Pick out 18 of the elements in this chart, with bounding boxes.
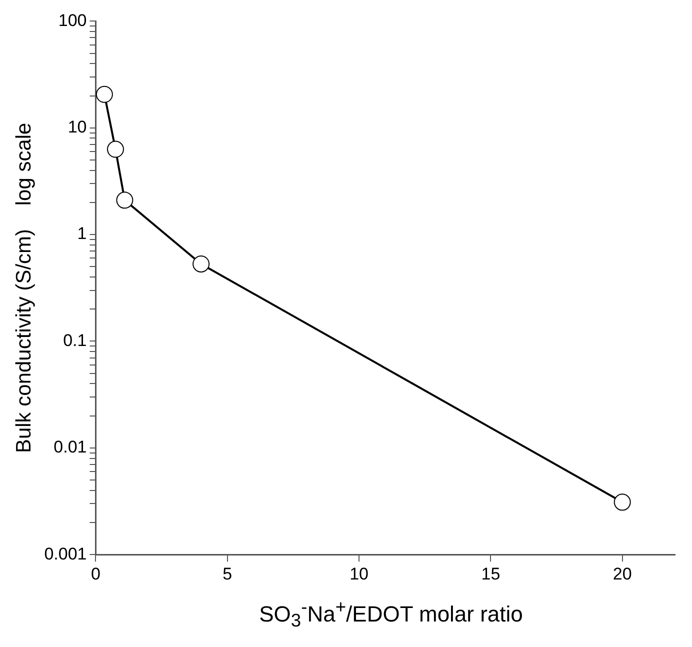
- x-axis-title: SO$_{3}$$^{-}$Na$^{+}$/EDOT molar ratio: [258, 596, 524, 632]
- point: [192, 255, 210, 272]
- x-tick-label: 15: [481, 564, 500, 584]
- point: [106, 140, 124, 158]
- y-tick-label: 1: [77, 224, 87, 244]
- y-tick-label: 0.001: [44, 544, 87, 564]
- y-tick-label: 0.1: [63, 330, 87, 350]
- x-tick-label: 20: [612, 564, 632, 584]
- point: [614, 494, 631, 511]
- y-tick-label: 0.01: [54, 438, 87, 457]
- point: [116, 192, 134, 209]
- point: [96, 86, 113, 103]
- x-tick-label: 5: [222, 564, 232, 584]
- y-tick-label: 10: [68, 118, 87, 137]
- x-tick-label: 0: [91, 564, 100, 584]
- y-axis-title: Bulk conductivity (S/cm) log scale: [12, 122, 36, 454]
- y-tick-label: 100: [58, 10, 87, 30]
- x-tick-label: 10: [350, 564, 368, 584]
